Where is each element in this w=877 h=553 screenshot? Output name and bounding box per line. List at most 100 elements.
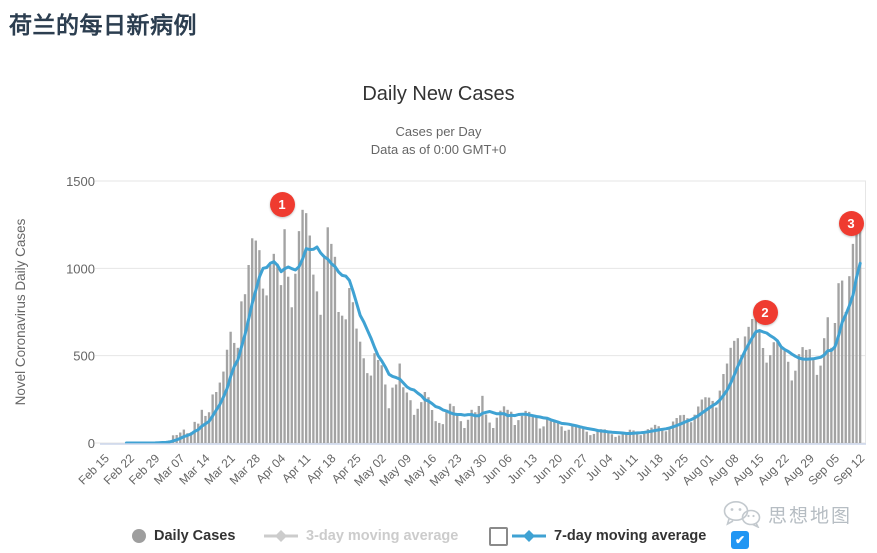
daily-cases-bar xyxy=(452,406,455,443)
daily-cases-bar xyxy=(715,407,718,443)
x-tick-label: Jul 11 xyxy=(609,451,641,483)
daily-cases-bar xyxy=(207,412,211,443)
daily-cases-bar xyxy=(189,432,193,443)
daily-cases-bar xyxy=(787,361,790,443)
ma7-line xyxy=(124,245,862,445)
daily-cases-bar xyxy=(581,428,585,443)
daily-cases-bar xyxy=(542,426,545,443)
legend-item-3day-ma[interactable]: 3-day moving average xyxy=(264,524,458,548)
daily-cases-bar xyxy=(528,411,531,443)
daily-cases-bar xyxy=(243,294,247,443)
daily-cases-bar xyxy=(707,397,711,443)
unchecked-checkbox[interactable] xyxy=(489,527,508,546)
checked-checkbox[interactable]: ✔ xyxy=(731,531,749,549)
daily-cases-bar xyxy=(840,280,844,443)
daily-cases-bar xyxy=(848,276,851,443)
daily-cases-bar xyxy=(567,429,570,443)
daily-cases-bar xyxy=(797,354,801,443)
legend-item-daily-cases[interactable]: Daily Cases xyxy=(132,524,235,548)
daily-cases-bar xyxy=(204,415,207,443)
daily-cases-bar xyxy=(240,301,243,443)
daily-cases-bar xyxy=(416,408,419,443)
daily-cases-bar xyxy=(218,382,222,443)
daily-cases-bar xyxy=(412,414,416,443)
daily-cases-bar xyxy=(510,411,513,443)
daily-cases-bar xyxy=(603,429,606,443)
daily-cases-bar xyxy=(405,392,409,443)
daily-cases-bar xyxy=(693,414,696,443)
daily-cases-bar xyxy=(592,433,596,443)
daily-cases-bar xyxy=(722,374,725,443)
daily-cases-bar xyxy=(463,427,466,443)
daily-cases-bar xyxy=(765,362,768,443)
y-tick-label: 500 xyxy=(73,349,95,364)
y-axis-labels: 0 500 1000 1500 xyxy=(66,174,95,451)
daily-cases-bar xyxy=(740,354,743,443)
daily-cases-bar xyxy=(617,435,621,443)
daily-cases-bar xyxy=(229,331,232,443)
daily-cases-bar xyxy=(427,397,430,443)
daily-cases-bar xyxy=(682,414,686,443)
daily-cases-bar xyxy=(556,422,560,443)
daily-cases-bar xyxy=(700,399,704,443)
y-tick-label: 1500 xyxy=(66,174,95,189)
daily-cases-bar xyxy=(502,406,506,443)
daily-cases-bar xyxy=(589,435,592,443)
daily-cases-bar xyxy=(855,221,858,443)
daily-cases-bar xyxy=(394,384,398,443)
daily-cases-bar xyxy=(794,370,797,443)
daily-cases-bar xyxy=(736,338,739,443)
daily-cases-bar xyxy=(481,395,484,443)
wechat-icon xyxy=(723,501,761,528)
daily-cases-bar xyxy=(420,402,423,443)
daily-cases-bar xyxy=(340,315,344,443)
daily-cases-bar xyxy=(686,418,689,443)
daily-cases-bar xyxy=(571,424,574,443)
daily-cases-bar xyxy=(671,421,675,443)
daily-cases-bar xyxy=(445,409,448,443)
daily-cases-bar xyxy=(308,235,311,443)
daily-cases-bar xyxy=(844,312,847,443)
daily-cases-bar xyxy=(376,360,380,443)
daily-cases-bar xyxy=(808,349,811,443)
daily-cases-bar xyxy=(294,273,297,443)
daily-cases-bar xyxy=(776,340,779,443)
daily-cases-bar xyxy=(639,435,642,443)
line-diamond-icon xyxy=(512,530,546,542)
chart-subtitle-2: Data as of 0:00 GMT+0 xyxy=(370,142,507,157)
daily-cases-bar xyxy=(783,350,786,443)
daily-cases-bar xyxy=(725,363,729,443)
daily-cases-bar xyxy=(675,418,678,443)
daily-cases-bar xyxy=(661,428,664,443)
daily-cases-bar xyxy=(779,347,783,443)
daily-cases-bar xyxy=(851,243,855,443)
daily-cases-bar xyxy=(337,312,340,443)
daily-cases-bar xyxy=(348,288,351,443)
daily-cases-bar xyxy=(535,417,538,443)
daily-cases-bar xyxy=(448,403,452,443)
daily-cases-bar xyxy=(668,427,671,443)
daily-cases-bar xyxy=(790,380,793,443)
daily-cases-bar xyxy=(287,276,290,443)
daily-cases-bar xyxy=(441,424,445,443)
daily-cases-bar xyxy=(679,415,682,443)
line-diamond-icon xyxy=(264,530,298,542)
page-title: 荷兰的每日新病例 xyxy=(9,12,197,38)
legend-label-7day-ma: 7-day moving average xyxy=(554,528,707,544)
daily-cases-bar xyxy=(438,422,441,443)
daily-cases-bar xyxy=(484,414,488,443)
legend-item-7day-ma[interactable]: 7-day moving average xyxy=(512,524,706,548)
daily-cases-bar xyxy=(265,295,268,443)
daily-cases-dot-icon xyxy=(132,529,146,543)
daily-cases-bar xyxy=(233,342,236,443)
daily-cases-bar xyxy=(830,347,833,443)
daily-cases-bar xyxy=(697,406,700,443)
daily-cases-bar xyxy=(409,400,412,443)
daily-cases-bar xyxy=(812,360,815,443)
daily-cases-bar xyxy=(815,374,819,443)
daily-cases-bar xyxy=(398,363,401,443)
daily-cases-bar xyxy=(822,338,826,443)
daily-cases-bar xyxy=(459,421,463,443)
daily-cases-bar xyxy=(225,349,229,443)
